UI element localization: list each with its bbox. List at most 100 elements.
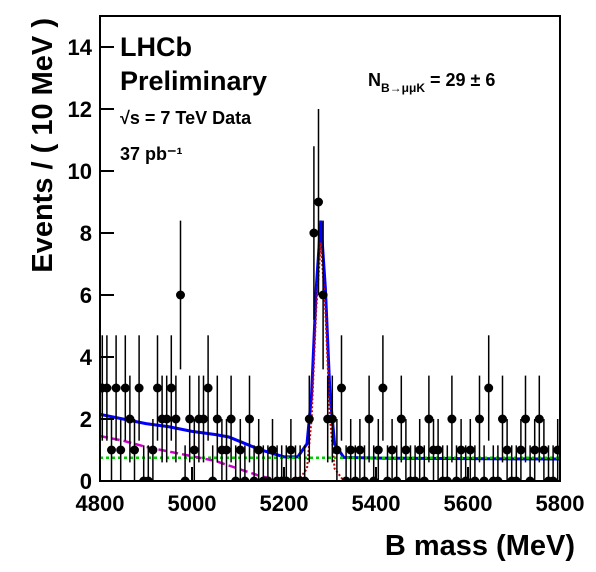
data-point [166, 383, 176, 393]
data-point [300, 476, 310, 481]
data-point [442, 476, 452, 481]
x-tick-label: 5000 [168, 491, 217, 516]
data-point [424, 414, 434, 424]
data-point [378, 383, 388, 393]
data-point [212, 414, 222, 424]
y-axis-label: Events / ( 10 MeV ) [27, 18, 59, 273]
data-point [254, 445, 264, 455]
data-point [511, 476, 521, 481]
data-point [525, 476, 535, 481]
data-point [180, 476, 190, 481]
data-point [111, 383, 121, 393]
data-point [355, 445, 365, 455]
data-point [102, 383, 112, 393]
data-point [548, 476, 558, 481]
data-point [249, 476, 259, 481]
x-tick-label: 5600 [444, 491, 493, 516]
data-point [189, 445, 199, 455]
lumi-label: 37 pb⁻¹ [120, 144, 183, 164]
data-point [373, 445, 383, 455]
y-tick-label: 12 [68, 97, 92, 122]
energy-label: √s = 7 TeV Data [120, 108, 252, 128]
frame [99, 15, 561, 482]
data-point [447, 414, 457, 424]
data-point [346, 445, 356, 455]
data-point [341, 476, 351, 481]
x-tick-label: 5200 [260, 491, 309, 516]
data-point [387, 445, 397, 455]
data-point [130, 445, 139, 455]
data-point [396, 414, 406, 424]
data-point [479, 476, 489, 481]
data-point [364, 414, 374, 424]
data-point [452, 476, 461, 481]
data-point [134, 383, 144, 393]
y-tick-label: 4 [80, 345, 93, 370]
data-point [143, 476, 153, 481]
x-tick-label: 5400 [352, 491, 401, 516]
data-point [539, 445, 549, 455]
data-point [245, 414, 254, 424]
x-tick-label: 5800 [536, 491, 585, 516]
y-tick-label: 8 [80, 221, 92, 246]
status-label: Preliminary [120, 66, 267, 96]
data-point [332, 445, 342, 455]
data-point [484, 383, 494, 393]
data-point [465, 445, 475, 455]
yield-label: NB→μμK = 29 ± 6 [368, 70, 495, 95]
data-point [470, 476, 480, 481]
experiment-label: LHCb [120, 32, 192, 62]
data-point [148, 445, 158, 455]
data-point [120, 383, 130, 393]
yield-main: N [368, 70, 381, 90]
data-point [392, 476, 402, 481]
data-point [208, 476, 218, 481]
data-point [530, 445, 540, 455]
data-point [350, 476, 360, 481]
yield-sub: B→μμK [381, 81, 425, 95]
data-point [516, 445, 526, 455]
data-point [125, 414, 135, 424]
data-point [309, 228, 319, 238]
data-point [401, 445, 411, 455]
data-point [327, 414, 337, 424]
data-point [235, 445, 245, 455]
data-point [171, 414, 181, 424]
x-axis-label: B mass (MeV) [385, 530, 575, 562]
data-point [502, 445, 512, 455]
y-tick-label: 6 [80, 283, 92, 308]
data-point [318, 290, 328, 300]
data-point [107, 445, 116, 455]
y-tick-label: 14 [68, 35, 93, 60]
data-point [116, 445, 126, 455]
data-point [176, 290, 185, 300]
data-point [410, 476, 420, 481]
data-point [534, 414, 544, 424]
data-point [222, 445, 231, 455]
data-point [162, 414, 172, 424]
data-point [493, 476, 503, 481]
data-point [419, 476, 429, 481]
data-point [263, 476, 273, 481]
data-point [415, 445, 425, 455]
data-point [199, 414, 208, 424]
data-point [203, 383, 213, 393]
data-point [185, 414, 195, 424]
data-point [226, 414, 236, 424]
data-point [304, 414, 314, 424]
x-tick-label: 4800 [76, 491, 125, 516]
data-point [498, 414, 507, 424]
data-point [231, 476, 241, 481]
data-point [240, 476, 250, 481]
data-point [360, 476, 369, 481]
yield-rest: = 29 ± 6 [425, 70, 495, 90]
y-tick-label: 2 [80, 407, 92, 432]
data-point [286, 445, 296, 455]
data-point [268, 445, 277, 455]
plot-area [100, 109, 560, 481]
data-point [383, 476, 392, 481]
data-point [153, 383, 162, 393]
data-point [521, 414, 530, 424]
data-point [553, 445, 560, 455]
